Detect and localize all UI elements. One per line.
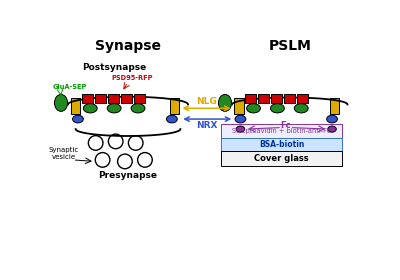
Bar [170,98,179,114]
Text: Postsynapse: Postsynapse [82,63,146,72]
Bar [82,94,92,103]
Text: PSD95-RFP: PSD95-RFP [111,75,153,81]
Bar [330,98,339,114]
Ellipse shape [166,115,177,123]
Ellipse shape [236,126,245,132]
Bar [108,94,119,103]
Ellipse shape [235,115,246,123]
Ellipse shape [270,104,284,113]
Text: Presynapse: Presynapse [98,171,158,180]
Ellipse shape [246,104,260,113]
Bar [234,98,244,114]
Text: PSLM: PSLM [268,39,311,53]
Text: Synapse: Synapse [95,39,161,53]
Ellipse shape [327,115,338,123]
Circle shape [108,134,123,149]
Ellipse shape [218,94,232,111]
Circle shape [128,136,143,150]
Bar [245,94,256,103]
Circle shape [118,154,132,169]
Text: BSA-biotin: BSA-biotin [259,140,304,149]
Ellipse shape [54,94,68,111]
Text: NLG: NLG [196,97,217,106]
Bar [221,124,342,137]
Bar [258,94,269,103]
Bar [221,151,342,166]
Ellipse shape [107,104,121,113]
Ellipse shape [72,115,83,123]
Text: Synaptic
vesicle: Synaptic vesicle [49,147,79,160]
Bar [134,94,145,103]
Text: Cover glass: Cover glass [254,154,309,163]
Text: NRX: NRX [196,122,218,130]
Circle shape [95,153,110,167]
Bar [95,94,106,103]
Bar [271,94,282,103]
Circle shape [88,136,103,150]
Bar [71,98,80,114]
Bar [298,94,308,103]
Ellipse shape [294,104,308,113]
Ellipse shape [83,104,97,113]
Bar [121,94,132,103]
Text: Streptoavidin + biotin-anti-Fc: Streptoavidin + biotin-anti-Fc [232,128,331,134]
Circle shape [138,153,152,167]
Bar [221,137,342,151]
Text: Fc: Fc [280,122,291,130]
Bar [284,94,295,103]
Ellipse shape [328,126,336,132]
Ellipse shape [131,104,145,113]
Text: GluA-SEP: GluA-SEP [52,85,87,90]
